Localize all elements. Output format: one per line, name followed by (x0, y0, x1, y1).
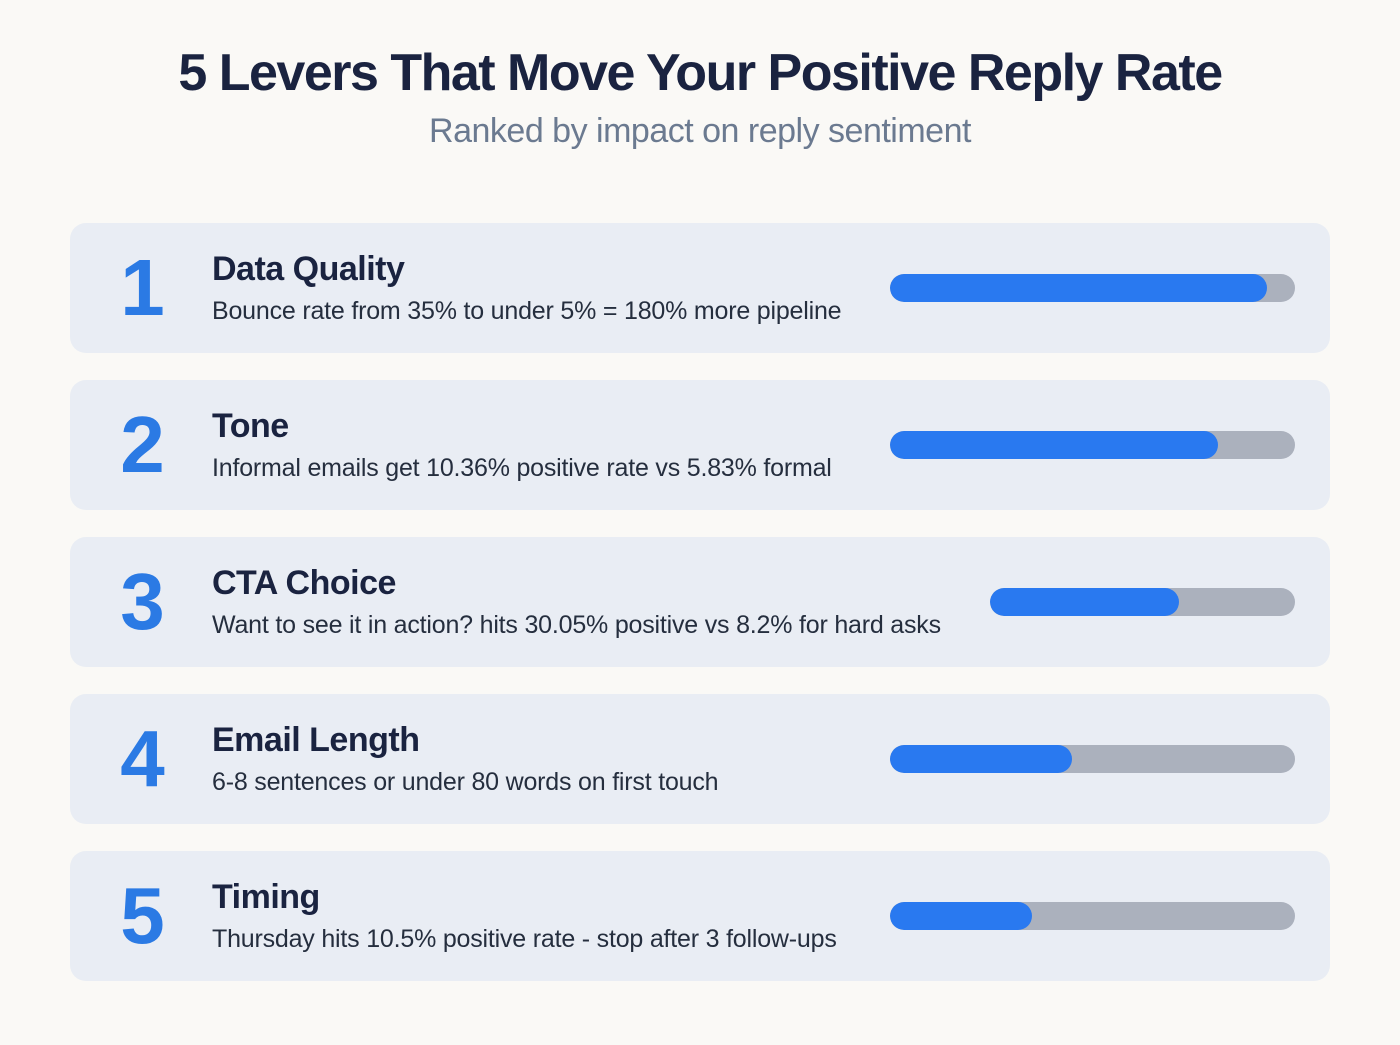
impact-bar-fill (890, 431, 1219, 460)
impact-bar (890, 588, 1295, 617)
rank-number: 1 (120, 243, 165, 333)
impact-bar (890, 902, 1295, 931)
lever-card-list: 1 Data Quality Bounce rate from 35% to u… (70, 223, 1330, 982)
impact-bar-fill (890, 274, 1267, 303)
lever-description: Informal emails get 10.36% positive rate… (212, 454, 832, 483)
rank-number: 2 (120, 400, 165, 490)
lever-description: Want to see it in action? hits 30.05% po… (212, 611, 941, 640)
impact-bar (890, 745, 1295, 774)
lever-text-block: Timing Thursday hits 10.5% positive rate… (212, 877, 890, 955)
lever-text-block: Data Quality Bounce rate from 35% to und… (212, 249, 890, 327)
rank-number: 3 (120, 557, 165, 647)
page-title: 5 Levers That Move Your Positive Reply R… (178, 44, 1223, 102)
impact-bar (890, 274, 1295, 303)
impact-bar-track (890, 902, 1295, 931)
rank-number: 5 (120, 871, 165, 961)
impact-bar-fill (890, 745, 1073, 774)
impact-bar-fill (890, 902, 1032, 931)
lever-text-block: Email Length 6-8 sentences or under 80 w… (212, 720, 890, 798)
lever-card-4: 4 Email Length 6-8 sentences or under 80… (70, 694, 1330, 825)
infographic-header: 5 Levers That Move Your Positive Reply R… (0, 0, 1400, 151)
lever-title: Tone (212, 407, 289, 446)
lever-card-2: 2 Tone Informal emails get 10.36% positi… (70, 380, 1330, 511)
lever-card-3: 3 CTA Choice Want to see it in action? h… (70, 537, 1330, 668)
impact-bar-track (890, 431, 1295, 460)
lever-title: Email Length (212, 721, 420, 760)
lever-title: Data Quality (212, 250, 405, 289)
impact-bar-track (890, 745, 1295, 774)
impact-bar-fill (990, 588, 1180, 617)
lever-description: Bounce rate from 35% to under 5% = 180% … (212, 297, 842, 326)
page-subtitle: Ranked by impact on reply sentiment (429, 112, 971, 151)
lever-text-block: CTA Choice Want to see it in action? hit… (212, 563, 941, 641)
impact-bar-track (890, 274, 1295, 303)
lever-text-block: Tone Informal emails get 10.36% positive… (212, 406, 890, 484)
lever-card-1: 1 Data Quality Bounce rate from 35% to u… (70, 223, 1330, 354)
impact-bar-track (990, 588, 1295, 617)
impact-bar (890, 431, 1295, 460)
lever-title: Timing (212, 878, 320, 917)
lever-title: CTA Choice (212, 564, 396, 603)
lever-description: 6-8 sentences or under 80 words on first… (212, 768, 719, 797)
lever-description: Thursday hits 10.5% positive rate - stop… (212, 925, 837, 954)
rank-number: 4 (120, 714, 165, 804)
lever-card-5: 5 Timing Thursday hits 10.5% positive ra… (70, 851, 1330, 982)
